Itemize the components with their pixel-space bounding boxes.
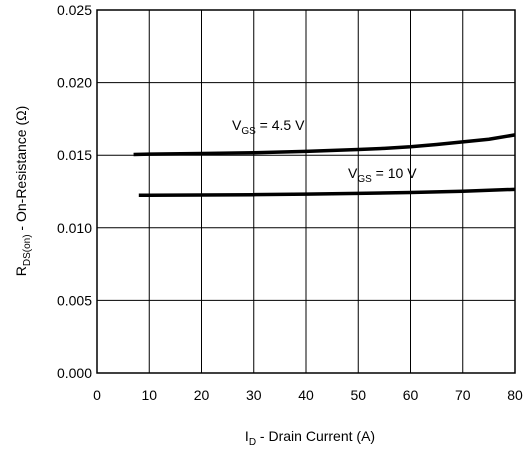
series-line-0 [133,133,516,157]
plot-frame [96,9,516,374]
y-tick-label-0.005: 0.005 [57,292,92,308]
x-axis-label: ID - Drain Current (A) [245,428,375,448]
series-label-vgs-4-5: VGS = 4.5 V [232,117,305,137]
y-axis-label: RDS(on) - On-Resistance (Ω) [13,106,33,277]
y-tick-label-0.015: 0.015 [57,147,92,163]
x-tick-label-40: 40 [298,387,314,403]
x-tick-label-70: 70 [455,387,471,403]
y-tick-label-0.000: 0.000 [57,365,92,381]
series-group [133,133,516,198]
series-line-1 [138,187,516,198]
x-tick-label-10: 10 [141,387,157,403]
x-tick-label-0: 0 [93,387,101,403]
series-label-vgs-10: VGS = 10 V [348,165,417,185]
y-tick-label-0.025: 0.025 [57,2,92,18]
x-tick-label-60: 60 [403,387,419,403]
x-tick-labels: 0 10 20 30 40 50 60 70 80 [93,387,523,403]
x-tick-label-80: 80 [507,387,523,403]
y-tick-label-0.010: 0.010 [57,220,92,236]
x-tick-label-50: 50 [350,387,366,403]
y-tick-label-0.020: 0.020 [57,75,92,91]
y-tick-labels: 0.000 0.005 0.010 0.015 0.020 0.025 [57,2,92,381]
x-tick-label-20: 20 [194,387,210,403]
x-tick-label-30: 30 [246,387,262,403]
